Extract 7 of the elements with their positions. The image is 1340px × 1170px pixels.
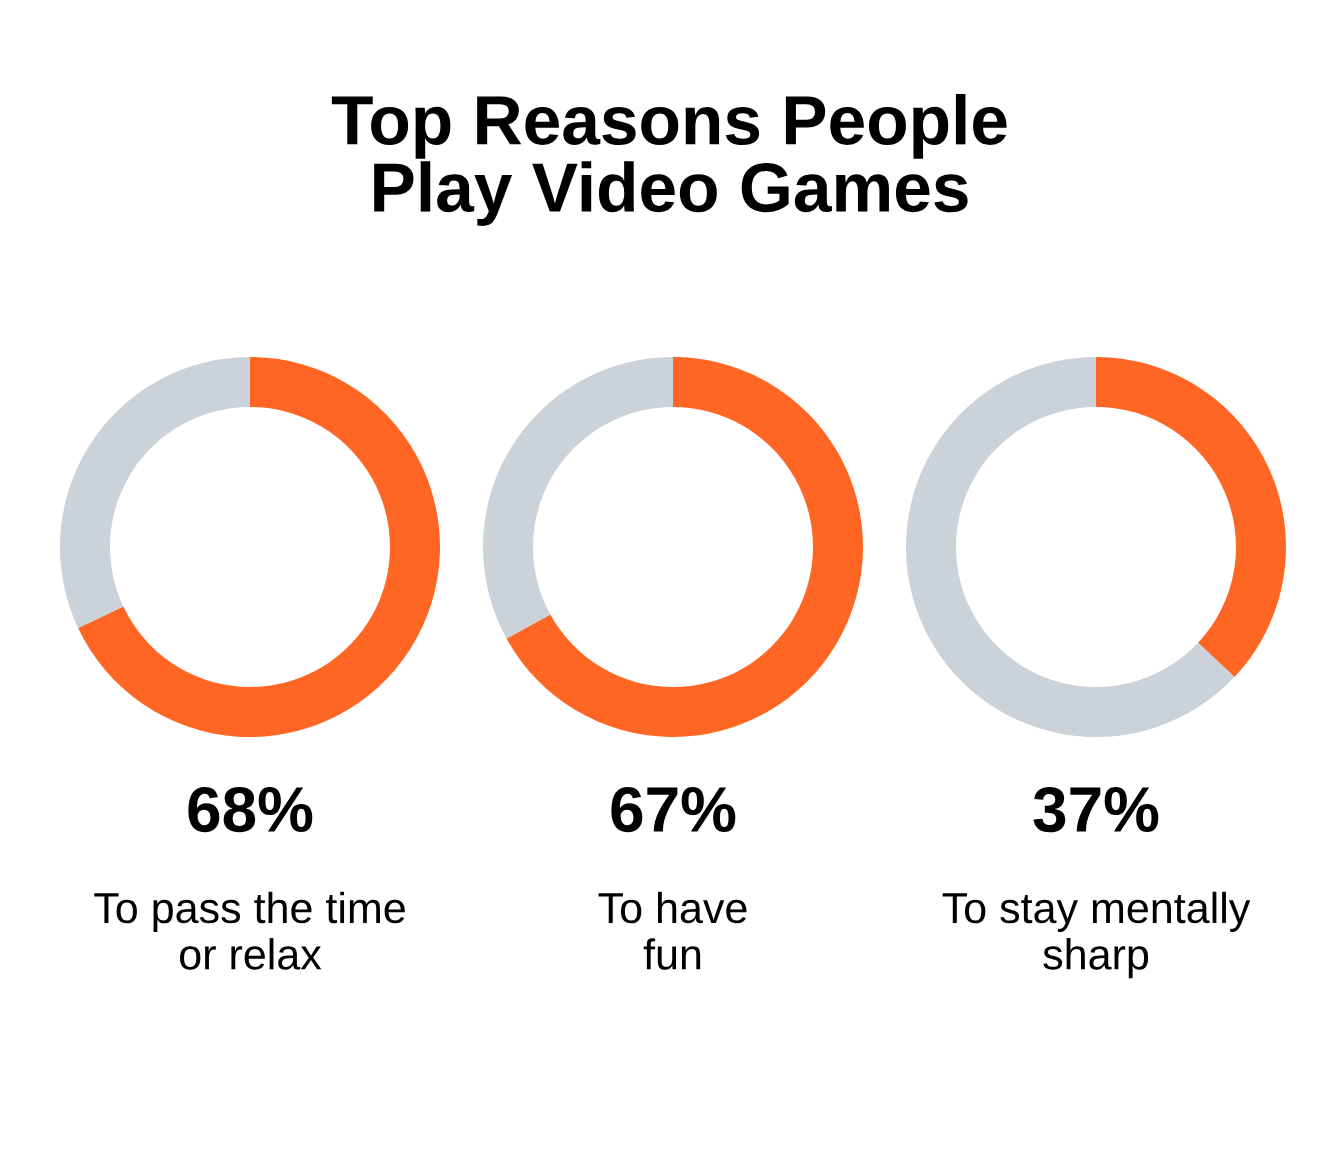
text: To pass the time or relax [94,891,405,970]
text: 68% [188,786,313,833]
text: 67% [611,786,736,833]
text: To stay mentally sharp [942,891,1251,979]
text: To have fun [598,891,747,970]
text: 37% [1033,786,1159,833]
text: Top Reasons People Play Video Games [331,94,1007,226]
